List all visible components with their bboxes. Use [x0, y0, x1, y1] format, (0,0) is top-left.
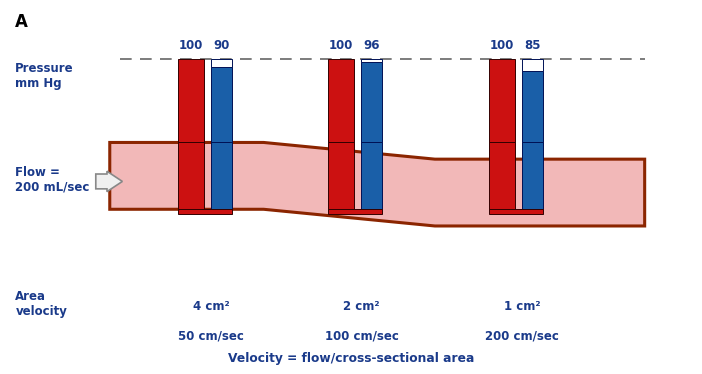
Text: Velocity = flow/cross-sectional area: Velocity = flow/cross-sectional area — [228, 352, 474, 365]
Text: Area
velocity: Area velocity — [15, 290, 67, 318]
Bar — [211, 142, 232, 209]
Bar — [211, 67, 232, 142]
Bar — [522, 59, 543, 71]
Bar — [178, 59, 204, 142]
Bar — [362, 59, 383, 62]
Bar — [489, 59, 515, 142]
Bar — [328, 209, 383, 214]
Bar — [328, 59, 355, 142]
Text: 100: 100 — [179, 39, 203, 52]
FancyArrow shape — [95, 171, 122, 191]
Text: A: A — [15, 12, 28, 31]
Polygon shape — [110, 142, 644, 226]
Bar — [489, 209, 543, 214]
Text: 4 cm²: 4 cm² — [193, 300, 230, 313]
Bar — [522, 71, 543, 142]
Bar — [178, 142, 204, 209]
Bar — [362, 142, 383, 209]
Text: 50 cm/sec: 50 cm/sec — [178, 330, 244, 343]
Text: 90: 90 — [213, 39, 230, 52]
Text: 1 cm²: 1 cm² — [504, 300, 541, 313]
Text: 100: 100 — [490, 39, 515, 52]
Text: 100: 100 — [329, 39, 353, 52]
Text: 96: 96 — [364, 39, 380, 52]
Text: Flow =
200 mL/sec: Flow = 200 mL/sec — [15, 166, 90, 194]
Bar — [522, 142, 543, 209]
Text: 85: 85 — [524, 39, 541, 52]
Text: 2 cm²: 2 cm² — [343, 300, 380, 313]
Text: Pressure
mm Hg: Pressure mm Hg — [15, 62, 74, 90]
Text: 200 cm/sec: 200 cm/sec — [485, 330, 559, 343]
Bar — [362, 62, 383, 142]
Bar — [328, 142, 355, 209]
Bar — [178, 209, 232, 214]
Bar — [489, 142, 515, 209]
Text: 100 cm/sec: 100 cm/sec — [324, 330, 399, 343]
Bar — [211, 59, 232, 67]
